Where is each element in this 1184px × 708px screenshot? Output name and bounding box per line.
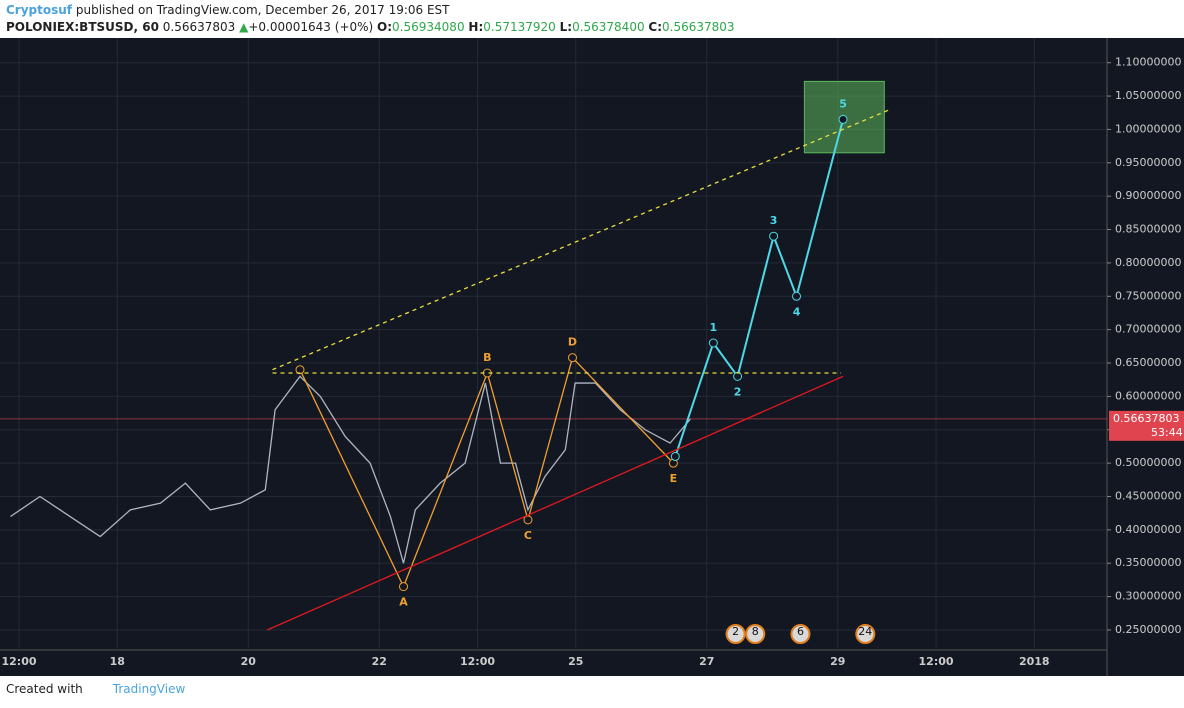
series-line [10,375,691,564]
created: Created with [6,682,83,696]
x-tick-label: 2018 [1019,655,1050,668]
y-tick-label: 0.45000000 [1115,490,1181,503]
published: published on TradingView.com, December 2… [75,3,450,17]
x-tick-label: 20 [241,655,257,668]
y-tick-label: 1.00000000 [1115,122,1181,135]
y-tick-label: 0.40000000 [1115,523,1181,536]
h: 0.57137920 [483,20,556,34]
y-tick-label: 0.70000000 [1115,323,1181,336]
event-icon [745,624,766,644]
pattern-label: E [670,472,678,485]
o: 0.56934080 [392,20,465,34]
pattern-point [523,515,533,525]
x-tick-label: 27 [699,655,714,668]
y-tick-label: 0.80000000 [1115,256,1181,269]
pattern-label: 2 [734,385,742,398]
symbol: POLONIEX:BTSUSD, 60 [6,20,159,34]
x-tick-label: 22 [372,655,387,668]
last-price-label: 0.56637803 [1113,412,1179,425]
series-line [299,356,674,589]
pattern-label: 5 [839,97,847,110]
x-tick-label: 29 [830,655,845,668]
chart-bg [0,38,1184,676]
y-tick-label: 0.50000000 [1115,456,1181,469]
pattern-point [670,451,680,461]
x-tick-label: 25 [568,655,583,668]
author[interactable]: Cryptosuf [6,3,73,17]
pattern-point [769,231,779,241]
series-line [266,375,844,631]
last: 0.56637803 [162,20,236,34]
event-icon [725,624,746,644]
brand[interactable]: TradingView [112,682,186,696]
event-label: 2 [732,625,739,638]
y-tick-label: 0.35000000 [1115,556,1181,569]
series-line [674,119,844,457]
pattern-label: 1 [709,321,717,334]
footer: Created with TradingView [6,682,185,696]
chart: 0.25000000 0.30000000 0.35000000 0.40000000… [0,38,1184,676]
event-label: 8 [752,625,759,638]
x-tick-label: 12:00 [919,655,954,668]
change: +0.00001643 (+0%) [248,20,374,34]
pattern-point [295,365,305,375]
countdown: 53:44 [1151,426,1183,439]
pattern-label: 3 [770,214,778,227]
y-tick-label: 0.25000000 [1115,623,1181,636]
x-tick-label: 12:00 [460,655,495,668]
y-tick-label: 0.95000000 [1115,156,1181,169]
y-tick-label: 0.90000000 [1115,189,1181,202]
event-icon [855,624,876,644]
pattern-point [792,291,802,301]
l-label: L: [559,20,573,34]
y-tick-label: 0.60000000 [1115,389,1181,402]
pattern-point [567,353,577,363]
c-label: C: [648,20,663,34]
event-label: 24 [858,625,872,638]
y-tick-label: 1.10000000 [1115,56,1181,69]
y-tick-label: 0.85000000 [1115,223,1181,236]
y-tick-label: 0.65000000 [1115,356,1181,369]
h-label: H: [468,20,484,34]
last-price-tag [1109,410,1184,441]
pattern-point [733,371,743,381]
l: 0.56378400 [572,20,645,34]
pattern-point [708,338,718,348]
y-tick-label: 0.30000000 [1115,590,1181,603]
header: Cryptosuf published on TradingView.com, … [6,2,735,36]
pattern-label: A [399,596,408,609]
pattern-label: C [524,529,532,542]
event-label: 6 [797,625,804,638]
arrow: ▲ [239,20,249,34]
pattern-label: D [568,336,577,349]
o-label: O: [377,20,393,34]
pattern-point [838,114,848,124]
x-tick-label: 12:00 [1,655,36,668]
pattern-label: 4 [793,305,801,318]
c: 0.56637803 [662,20,735,34]
event-icon [790,624,811,644]
x-tick-label: 18 [110,655,125,668]
y-tick-label: 0.75000000 [1115,289,1181,302]
y-tick-label: 1.05000000 [1115,89,1181,102]
pattern-label: B [483,351,491,364]
pattern-point [398,582,408,592]
